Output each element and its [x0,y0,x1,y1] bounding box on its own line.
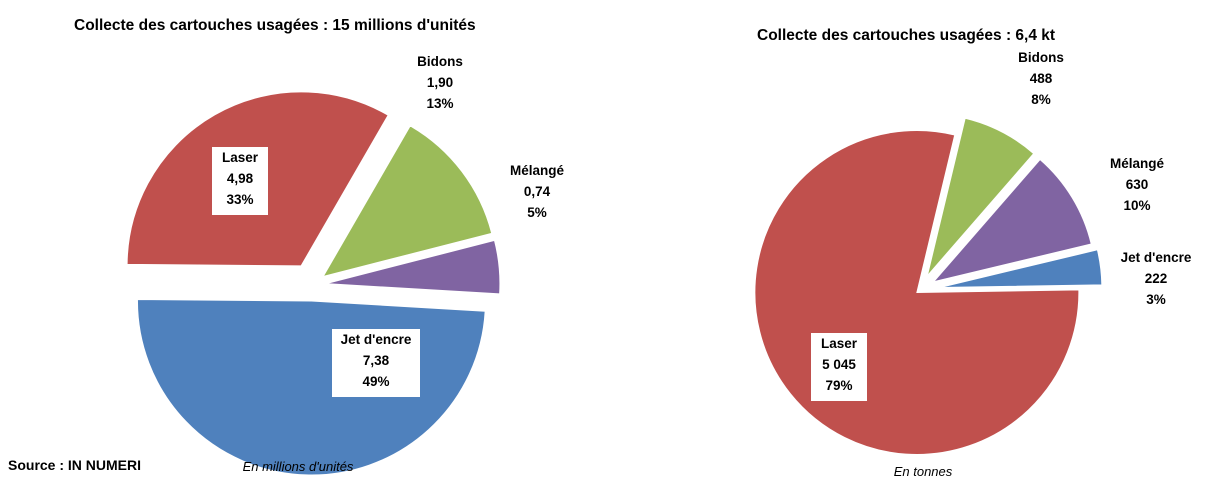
chart-1-slices [126,91,501,476]
chart-2-slice-melange [932,158,1092,283]
chart-1-label-bidons: Bidons 1,90 13% [417,54,463,111]
chart-2-label-laser: Laser 5 045 79% [821,336,858,393]
chart-2-label-bidons: Bidons 488 8% [1018,50,1064,107]
chart-1-slice-jet-d-encre [136,298,486,476]
chart-2-label-box-laser [811,333,867,401]
chart-2-title: Collecte des cartouches usagées : 6,4 kt [757,27,1055,44]
chart-2-label-melange: Mélangé 630 10% [1110,156,1165,213]
chart-1-label-melange: Mélangé 0,74 5% [510,163,565,220]
chart-2-unit-note: En tonnes [894,464,953,479]
chart-2-labels: Bidons 488 8% Mélangé 630 10% Jet d'encre 222 3%… [811,50,1192,401]
chart-2-label-jet-d-encre: Jet d'encre 222 3% [1121,250,1192,307]
chart-2-slice-jet-d-encre [939,249,1103,288]
chart-2-slices [754,117,1103,455]
chart-1-label-box-jet-d-encre [332,329,420,397]
chart-1-title: Collecte des cartouches usagées : 15 mil… [74,17,476,34]
chart-1-unit-note: En millions d'unités [243,459,354,474]
chart-1-slice-bidons [322,125,493,278]
chart-1-slice-melange [325,239,501,295]
chart-1-label-laser: Laser 4,98 33% [222,150,259,207]
chart-1-label-box-laser [212,147,268,215]
chart-1-labels: Bidons 1,90 13% Mélangé 0,74 5% Jet d'encre 7,3… [212,54,564,397]
chart-2-slice-bidons [926,117,1035,277]
chart-1-label-jet-d-encre: Jet d'encre 7,38 49% [341,332,412,389]
source-text: Source : IN NUMERI [8,457,141,473]
